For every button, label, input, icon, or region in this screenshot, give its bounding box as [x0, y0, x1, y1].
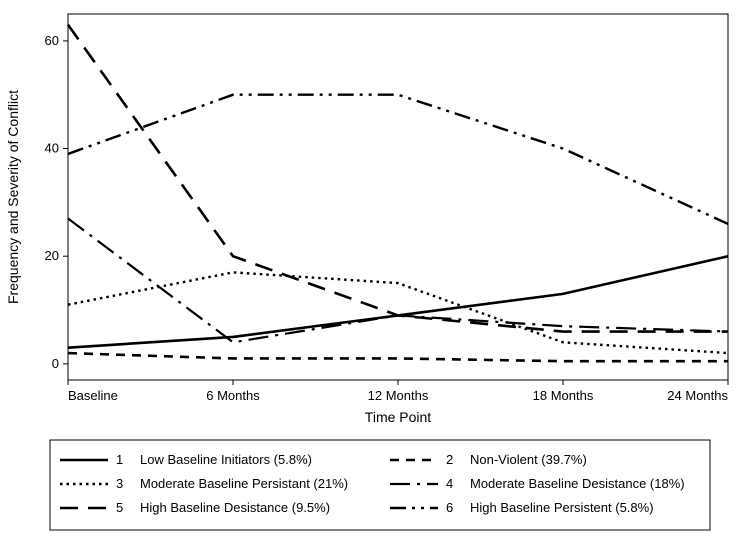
legend-label-6: High Baseline Persistent (5.8%) — [470, 500, 654, 515]
legend-num-6: 6 — [446, 500, 453, 515]
legend-num-3: 3 — [116, 476, 123, 491]
legend-label-5: High Baseline Desistance (9.5%) — [140, 500, 330, 515]
x-tick-label: 12 Months — [368, 388, 429, 403]
x-axis-title: Time Point — [365, 409, 432, 425]
series-5 — [68, 25, 728, 332]
y-tick-label: 20 — [45, 248, 59, 263]
plot-area — [68, 14, 728, 380]
legend-label-2: Non-Violent (39.7%) — [470, 452, 587, 467]
y-axis-title: Frequency and Severity of Conflict — [5, 90, 21, 304]
legend-num-2: 2 — [446, 452, 453, 467]
x-tick-label: 6 Months — [206, 388, 260, 403]
legend-num-4: 4 — [446, 476, 453, 491]
series-4 — [68, 219, 728, 343]
legend-num-1: 1 — [116, 452, 123, 467]
legend-num-5: 5 — [116, 500, 123, 515]
y-tick-label: 40 — [45, 141, 59, 156]
series-2 — [68, 353, 728, 361]
legend-label-1: Low Baseline Initiators (5.8%) — [140, 452, 312, 467]
legend-label-3: Moderate Baseline Persistant (21%) — [140, 476, 348, 491]
x-tick-label: 24 Months — [667, 388, 728, 403]
y-tick-label: 0 — [52, 356, 59, 371]
y-tick-label: 60 — [45, 33, 59, 48]
x-tick-label: Baseline — [68, 388, 118, 403]
legend-label-4: Moderate Baseline Desistance (18%) — [470, 476, 685, 491]
series-6 — [68, 95, 728, 224]
series-1 — [68, 256, 728, 348]
x-tick-label: 18 Months — [533, 388, 594, 403]
line-chart: 0 20 40 60 Frequency and Severity of Conflic… — [0, 0, 750, 546]
